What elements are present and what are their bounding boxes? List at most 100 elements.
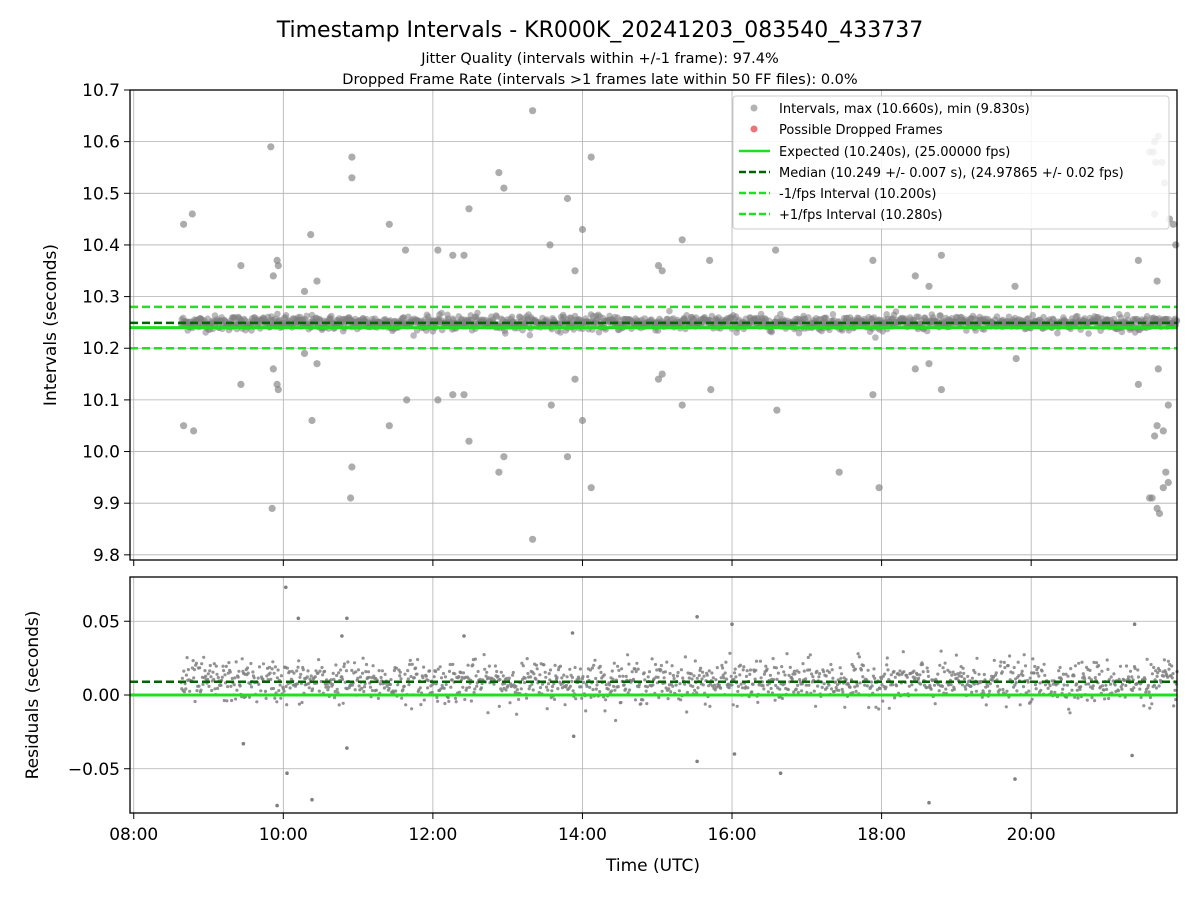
interval-outlier-38 [495,468,503,476]
residuals-band-point [851,691,855,695]
residuals-band-point [746,686,750,690]
residuals-band-point [284,684,288,689]
residuals-band-point [426,686,430,690]
residuals-band-point [670,664,674,668]
interval-outlier-36 [495,169,503,177]
residuals-band-point [505,676,509,681]
residuals-band-point [211,670,215,674]
residuals-band-point [960,674,964,679]
residuals-band-point [358,675,363,679]
intervals-band-point [777,310,784,318]
legend-label-intervals: Intervals, max (10.660s), min (9.830s) [779,102,1030,117]
interval-outlier-12 [274,386,282,394]
residuals-band-point [309,674,313,678]
residuals-band-point [342,665,346,669]
residuals-band-point [618,674,622,678]
residuals-band-point [482,653,486,657]
residuals-band-point [645,685,650,689]
residuals-band-point [1087,682,1091,686]
residuals-band-point [331,671,335,676]
residuals-band-point [590,666,595,670]
residuals-band-point [628,688,632,692]
interval-outlier-58 [706,256,714,264]
intervals-band-point [822,314,830,322]
residuals-band-point [907,684,911,688]
residuals-band-point [385,684,389,688]
residuals-band-point [578,667,583,671]
residuals-band-point [614,718,618,723]
residuals-band-point [602,673,606,677]
residuals-band-point [271,686,276,691]
interval-outlier-26 [401,246,410,254]
residuals-band-point [902,670,906,674]
residuals-band-point [1150,672,1154,676]
residuals-band-point [1102,688,1106,692]
residuals-band-point [360,686,364,691]
residuals-band-point [592,663,596,667]
residuals-band-point [216,675,220,680]
residuals-band-point [689,672,693,676]
residuals-band-point [556,687,560,691]
residuals-band-point [1075,682,1079,686]
interval-outlier-20 [348,153,356,161]
residuals-band-point [1057,669,1061,673]
intervals-legend: Intervals, max (10.660s), min (9.830s) P… [732,95,1170,230]
residuals-band-point [222,669,226,673]
residuals-band-point [804,683,808,687]
interval-outlier-60 [772,246,780,254]
residuals-band-point [435,695,439,700]
residuals-band-point [487,664,491,668]
residuals-band-point [1006,664,1010,668]
residuals-band-point [739,682,743,686]
residuals-band-point [952,687,957,691]
x-tick-label-5: 18:00 [857,825,906,845]
residuals-band-point [756,700,760,705]
residuals-band-point [461,685,465,689]
residuals-band-point [403,672,407,676]
residuals-band-point [808,668,812,672]
residuals-band-point [275,700,279,704]
residuals-band-point [282,689,286,693]
residuals-band-point [1158,668,1162,673]
x-axis-label: Time (UTC) [605,856,700,876]
intervals-band-point [923,327,931,335]
residuals-band-point [910,683,914,687]
residuals-band-point [1092,660,1096,665]
residuals-band-point [719,686,723,690]
residuals-band-point [377,669,381,673]
residuals-band-point [831,676,835,680]
residuals-x-ticks: 08:00 10:00 12:00 14:00 16:00 18:00 20:00 [109,813,1056,845]
residuals-band-point [439,676,444,680]
residuals-band-point [816,684,820,688]
residuals-band-point [620,667,624,671]
residuals-band-point [422,665,426,669]
residuals-band-point [529,675,533,679]
interval-outlier-74 [1134,256,1142,264]
residuals-band-point [663,670,668,674]
residuals-band-point [216,686,220,691]
residuals-band-point [492,682,496,686]
residuals-band-point [881,699,885,703]
residuals-band-point [963,685,967,689]
residuals-band-point [942,670,947,674]
residuals-y-tick-label-1: 0.00 [82,686,120,706]
residuals-band-point [616,685,620,689]
residual-outlier-4 [310,797,314,802]
residuals-band-point [702,674,706,678]
interval-outlier-65 [875,484,883,492]
residuals-band-point [858,681,862,685]
residuals-band-point [1089,678,1093,682]
residuals-band-point [463,697,467,702]
residuals-band-point [811,675,815,679]
x-tick-label-6: 20:00 [1007,825,1056,845]
residuals-band-point [895,684,899,688]
residuals-band-point [447,699,451,704]
residuals-band-point [350,683,355,687]
interval-outlier-67 [925,282,933,290]
residuals-band-point [998,664,1002,668]
residuals-band-point [257,665,262,669]
residuals-band-point [780,665,784,669]
residuals-band-point [705,673,709,677]
residuals-band-point [528,684,532,688]
residuals-band-point [544,685,549,689]
